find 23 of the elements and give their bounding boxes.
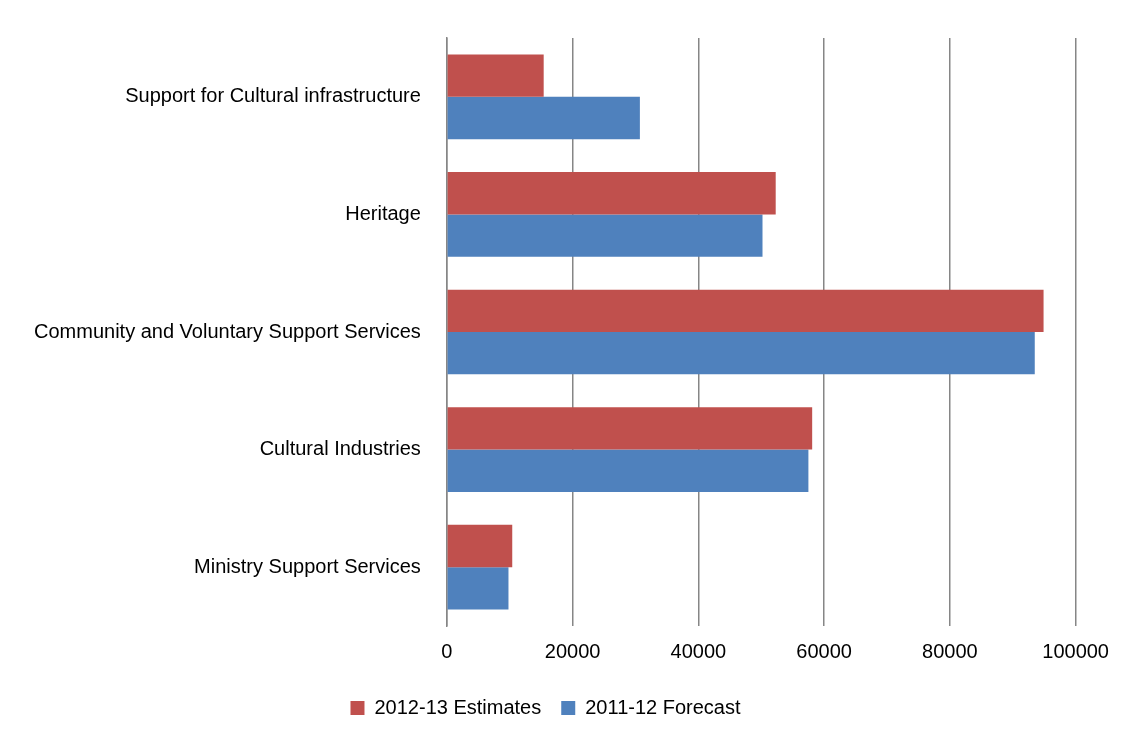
bar [447, 332, 1035, 375]
bar [447, 567, 509, 610]
x-tick-label: 80000 [922, 639, 978, 662]
y-tick-label: Support for Cultural infrastructure [125, 84, 421, 107]
y-tick-label: Heritage [345, 201, 421, 224]
bar [447, 407, 813, 450]
x-tick-label: 100000 [1042, 639, 1110, 662]
bar [447, 289, 1044, 332]
legend-label: 2011-12 Forecast [585, 695, 741, 718]
legend-label: 2012-13 Estimates [374, 695, 542, 718]
bar [447, 172, 776, 215]
y-tick-label: Community and Voluntary Support Services [34, 319, 421, 342]
y-tick-label: Cultural Industries [259, 437, 421, 460]
x-tick-label: 60000 [796, 639, 852, 662]
bar [447, 96, 640, 140]
y-tick-label: Ministry Support Services [194, 554, 421, 577]
x-tick-label: 20000 [544, 639, 601, 662]
bar [447, 524, 513, 568]
bar [447, 449, 809, 492]
bar [447, 214, 763, 257]
x-tick-label: 0 [441, 639, 453, 662]
bar [447, 54, 544, 97]
x-tick-label: 40000 [670, 639, 727, 662]
